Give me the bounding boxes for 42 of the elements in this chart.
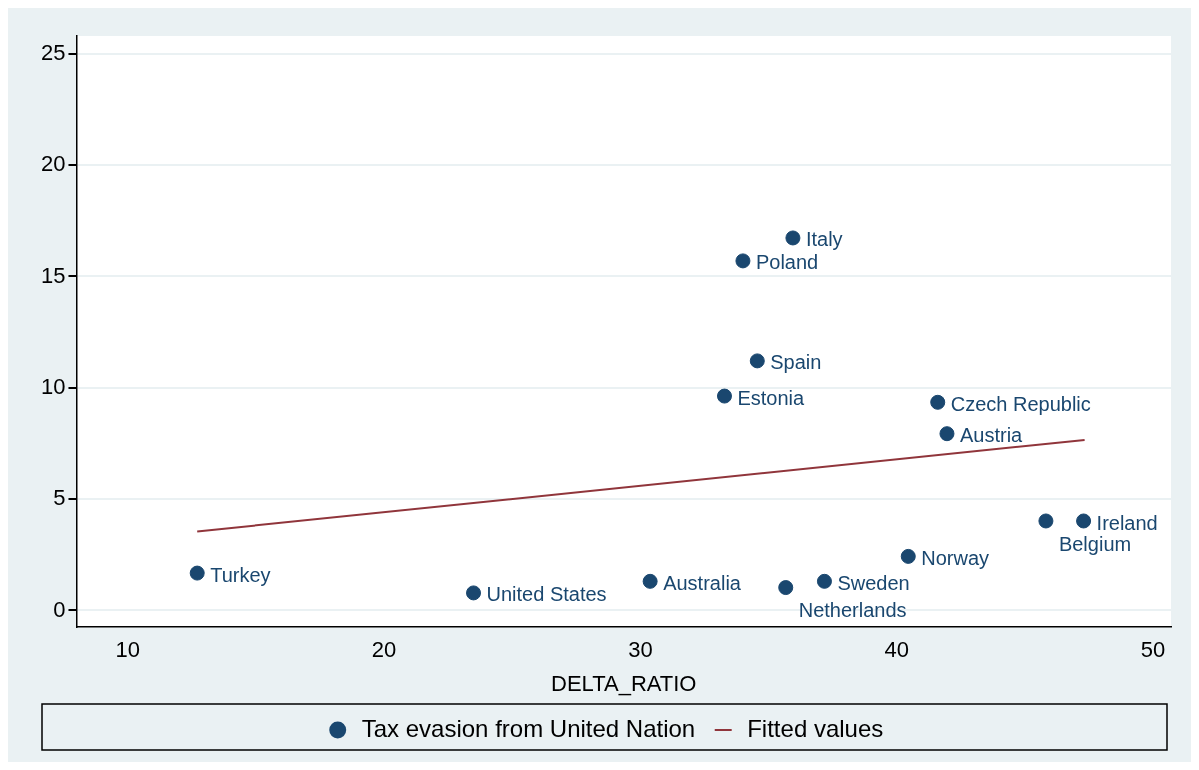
point bbox=[785, 230, 801, 246]
legend-label: Fitted values bbox=[747, 714, 884, 742]
annotation: Spain bbox=[770, 351, 822, 374]
point bbox=[900, 548, 916, 564]
point bbox=[749, 353, 765, 369]
y-tick-label: 25 bbox=[40, 39, 66, 65]
annotation: Estonia bbox=[737, 386, 806, 409]
y-tick-label: 10 bbox=[40, 373, 66, 399]
annotation: Ireland bbox=[1096, 511, 1158, 534]
annotation: Czech Republic bbox=[950, 392, 1091, 415]
legend-label: Tax evasion from United Nation bbox=[361, 714, 696, 742]
x-tick-label: 10 bbox=[115, 637, 140, 663]
point bbox=[642, 573, 658, 589]
point bbox=[735, 253, 751, 269]
x-tick-label: 30 bbox=[628, 637, 653, 663]
x-tick-label: 20 bbox=[371, 637, 397, 663]
point bbox=[939, 426, 955, 442]
annotation: Sweden bbox=[837, 571, 910, 594]
point bbox=[716, 388, 732, 404]
point bbox=[1038, 513, 1054, 529]
annotation: Austria bbox=[959, 424, 1024, 447]
annotation: Netherlands bbox=[798, 599, 907, 622]
x-axis-title: DELTA_RATIO bbox=[550, 670, 697, 696]
point bbox=[778, 580, 794, 596]
y-tick-label: 0 bbox=[53, 596, 66, 622]
x-tick-label: 40 bbox=[884, 637, 909, 663]
point bbox=[816, 573, 832, 589]
annotation: Australia bbox=[663, 571, 742, 594]
annotation: Norway bbox=[921, 546, 990, 569]
y-tick-label: 15 bbox=[40, 262, 66, 288]
annotation: Italy bbox=[805, 228, 843, 251]
point bbox=[466, 585, 482, 601]
x-tick-label: 50 bbox=[1140, 637, 1166, 663]
y-tick-label: 20 bbox=[40, 151, 66, 177]
point bbox=[1076, 513, 1092, 529]
point bbox=[930, 394, 946, 410]
annotation: Belgium bbox=[1058, 532, 1132, 555]
annotation: Turkey bbox=[210, 563, 271, 586]
annotation: Poland bbox=[755, 251, 819, 274]
y-tick-label: 5 bbox=[53, 485, 66, 511]
annotation: United States bbox=[486, 583, 607, 606]
point bbox=[189, 565, 205, 581]
